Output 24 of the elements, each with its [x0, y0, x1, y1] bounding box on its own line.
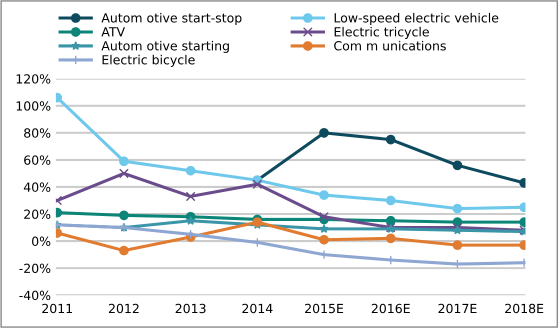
y-tick-label: -40% — [19, 290, 50, 300]
x-tick-label: 2018E — [505, 304, 544, 314]
legend-label: Electric bicycle — [102, 54, 195, 67]
x-tick-label: 2015E — [305, 304, 344, 314]
legend-label: Autom otive start-stop — [101, 12, 242, 25]
x-tick-label: 2012 — [108, 304, 139, 314]
x-tick-label: 2016E — [372, 304, 410, 314]
y-tick-label: 60% — [24, 155, 50, 165]
y-tick-label: -20% — [19, 264, 50, 274]
legend-label: Low-speed electric vehicle — [334, 12, 498, 25]
y-tick-label: 100% — [16, 101, 50, 111]
y-tick-label: 0% — [32, 236, 50, 246]
x-tick-label: 2014 — [242, 304, 273, 314]
y-tick-label: 120% — [16, 74, 50, 84]
legend-label: Electric tricycle — [334, 26, 429, 39]
x-tick-label: 2017E — [438, 304, 476, 314]
legend-label: ATV — [101, 27, 125, 36]
x-tick-label: 2013 — [176, 304, 206, 314]
y-tick-label: 20% — [24, 209, 50, 219]
legend-label: Autom otive starting — [101, 40, 229, 53]
legend-label: Com m unications — [334, 40, 446, 51]
x-tick-label: 2011 — [42, 304, 72, 314]
y-tick-label: 80% — [24, 128, 50, 138]
y-tick-label: 40% — [24, 182, 50, 192]
